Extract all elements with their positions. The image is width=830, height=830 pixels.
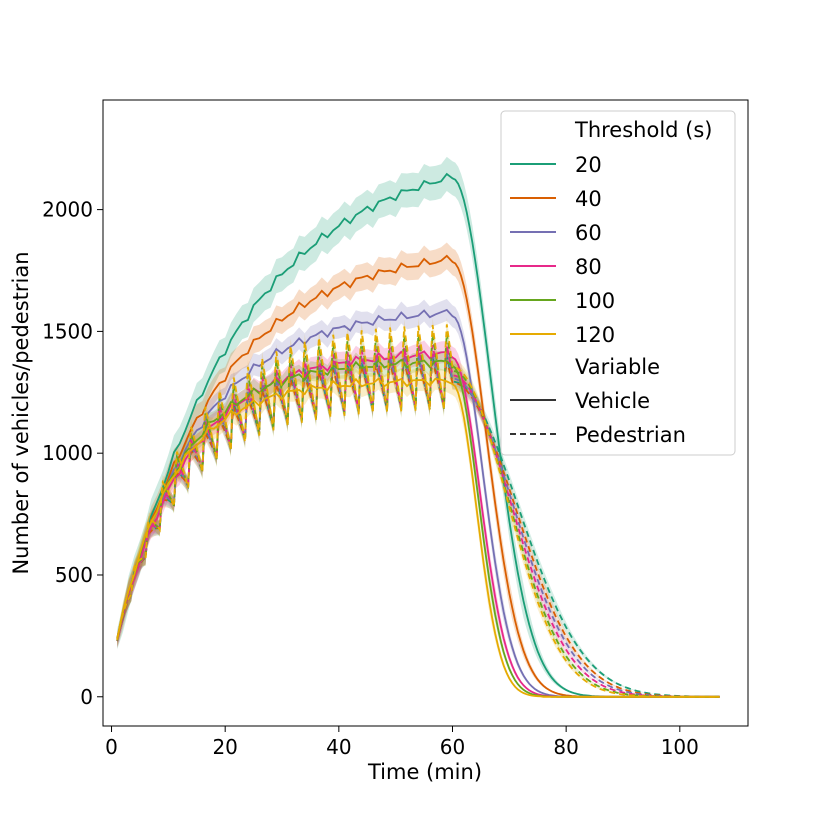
pedestrian-line-40 — [116, 360, 720, 698]
plot-frame — [102, 99, 749, 727]
legend-label-40: 40 — [575, 187, 602, 211]
x-tick-label: 40 — [326, 735, 351, 759]
y-tick-label: 1500 — [42, 319, 93, 343]
pedestrian-line-60 — [116, 353, 720, 698]
y-axis: 0 500 1000 1500 2000 — [42, 198, 103, 709]
y-tick-label: 1000 — [42, 441, 93, 465]
x-tick-label: 60 — [440, 735, 465, 759]
series-lines — [116, 172, 720, 698]
x-tick-label: 20 — [212, 735, 237, 759]
legend-hue-title: Threshold (s) — [574, 118, 713, 142]
legend-pedestrian-label: Pedestrian — [575, 423, 686, 447]
pedestrian-line-80 — [116, 344, 720, 698]
pedestrian-line-120 — [116, 324, 720, 698]
y-axis-label: Number of vehicles/pedestrian — [9, 251, 33, 574]
legend-vehicle-label: Vehicle — [575, 389, 650, 413]
legend-label-80: 80 — [575, 255, 602, 279]
legend-label-100: 100 — [575, 289, 615, 313]
x-axis: 0 20 40 60 80 100 — [105, 726, 699, 759]
x-tick-label: 0 — [105, 735, 118, 759]
x-tick-label: 80 — [553, 735, 578, 759]
y-tick-label: 2000 — [42, 198, 93, 222]
y-tick-label: 500 — [55, 563, 93, 587]
legend-label-60: 60 — [575, 221, 602, 245]
legend: Threshold (s) 20 40 60 80 100 120 Variable Ve… — [500, 110, 736, 456]
legend-style-title: Variable — [575, 355, 660, 379]
vehicle-line-120 — [116, 377, 720, 698]
legend-label-20: 20 — [575, 153, 602, 177]
y-tick-label: 0 — [80, 685, 93, 709]
x-tick-label: 100 — [661, 735, 699, 759]
legend-label-120: 120 — [575, 323, 615, 347]
legend-box — [500, 110, 736, 456]
x-axis-label: Time (min) — [367, 760, 482, 784]
